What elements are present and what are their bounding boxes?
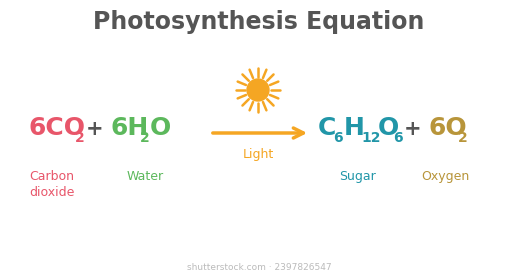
Text: 2: 2	[458, 131, 468, 145]
Text: 2: 2	[75, 131, 85, 145]
Text: 6H: 6H	[110, 116, 148, 140]
Text: +: +	[404, 119, 422, 139]
Text: H: H	[344, 116, 365, 140]
Text: Oxygen: Oxygen	[421, 170, 469, 183]
Text: C: C	[318, 116, 336, 140]
Text: 2: 2	[140, 131, 150, 145]
Text: 6O: 6O	[428, 116, 467, 140]
Text: O: O	[378, 116, 399, 140]
Text: +: +	[86, 119, 104, 139]
Text: Light: Light	[242, 148, 274, 161]
Text: shutterstock.com · 2397826547: shutterstock.com · 2397826547	[187, 263, 331, 272]
Text: Water: Water	[127, 170, 163, 183]
Text: 6: 6	[333, 131, 343, 145]
Text: 12: 12	[361, 131, 380, 145]
Text: Carbon
dioxide: Carbon dioxide	[29, 170, 75, 199]
Text: Sugar: Sugar	[339, 170, 376, 183]
Text: Photosynthesis Equation: Photosynthesis Equation	[93, 10, 425, 34]
Text: O: O	[150, 116, 171, 140]
Text: 6: 6	[393, 131, 403, 145]
Circle shape	[247, 79, 269, 101]
Text: 6CO: 6CO	[28, 116, 85, 140]
